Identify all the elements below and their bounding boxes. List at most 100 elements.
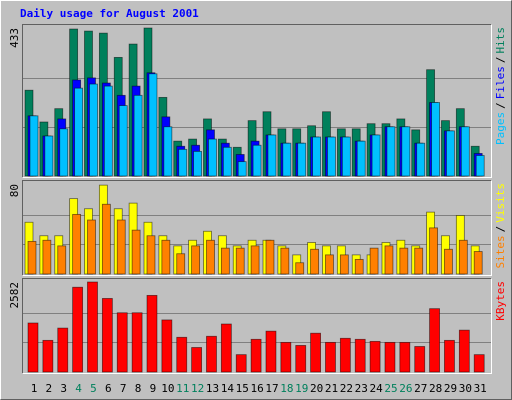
x-tick-label: 22 [340,382,353,395]
bar [208,138,217,177]
bar [176,253,186,275]
x-tick-label: 27 [414,382,427,395]
bar [42,239,52,275]
bar [103,85,113,177]
bar [176,336,188,373]
x-tick-label: 16 [250,382,263,395]
bar [416,142,426,177]
bar [460,126,470,177]
bar [356,140,366,177]
bar [431,102,440,177]
legend-separator: / [494,226,507,233]
bar [282,142,292,177]
legend-entry: Visits [494,183,507,223]
bar [312,136,321,177]
x-tick-label: 24 [369,382,383,395]
x-tick-label: 30 [459,382,472,395]
bar [369,247,379,275]
legend-entry: Files [494,66,507,99]
legend: Sites / Visits [494,183,507,269]
bar [280,341,292,373]
legend: KBytes [494,281,507,321]
bar [414,247,424,275]
bar [131,312,143,373]
bar [191,347,203,373]
bar [148,73,158,177]
bar [325,341,336,373]
bar [473,354,485,373]
bar [384,245,394,275]
bar [371,134,381,177]
x-tick-label: 25 [384,382,397,395]
bar [327,136,336,177]
bar [235,247,245,275]
legend-entry: Sites [494,235,507,268]
bar [29,115,39,177]
bar [369,340,381,373]
x-tick-label: 14 [221,382,235,395]
legend-entry: Hits [494,27,507,54]
x-tick-label: 4 [75,382,82,395]
x-tick-label: 21 [325,382,338,395]
bar [297,142,307,177]
bar [265,239,275,275]
bar [444,339,455,373]
x-tick-label: 3 [60,382,67,395]
bar [206,335,217,373]
x-tick-label: 26 [399,382,412,395]
bar [458,239,468,275]
bar [220,247,230,275]
bar [133,94,143,177]
bar [475,155,485,177]
bar [161,239,171,275]
bar [101,203,111,275]
bar [354,258,364,275]
bar [325,254,334,275]
bar [191,245,201,275]
bar [220,323,232,373]
x-tick-label: 31 [474,382,487,395]
x-tick-label: 18 [280,382,293,395]
bar [446,130,455,177]
y-tick-label: 2582 [8,282,21,309]
bar [235,354,247,373]
panel-shadow [22,180,492,276]
legend: Pages / Files / Hits [494,27,507,145]
bar [237,161,247,177]
bar [193,150,203,177]
bar [57,245,67,275]
bar [89,83,98,177]
x-tick-label: 11 [176,382,189,395]
bar [265,330,277,373]
bar [399,341,411,373]
panel-shadow [22,278,492,374]
legend-separator: / [494,102,507,109]
bar [339,254,349,275]
bar [339,337,351,373]
legend-entry: Pages [494,112,507,145]
x-tick-label: 1 [31,382,38,395]
bar [399,247,409,275]
x-tick-label: 2 [46,382,53,395]
bar [27,322,39,373]
bar [101,298,113,373]
x-tick-label: 7 [120,382,127,395]
bar [401,126,411,177]
legend-separator: / [494,57,507,64]
y-tick-label: 433 [8,28,21,48]
x-tick-label: 6 [105,382,112,395]
bar [310,332,321,373]
bar [72,286,84,373]
x-tick-label: 29 [444,382,457,395]
x-tick-label: 12 [191,382,204,395]
bar [59,128,69,177]
bar [206,239,215,275]
x-tick-label: 17 [265,382,278,395]
panel-highlight [22,24,492,178]
bar [118,105,128,177]
y-tick-label: 80 [8,184,21,197]
legend-entry: KBytes [494,281,507,321]
x-tick-label: 5 [90,382,97,395]
